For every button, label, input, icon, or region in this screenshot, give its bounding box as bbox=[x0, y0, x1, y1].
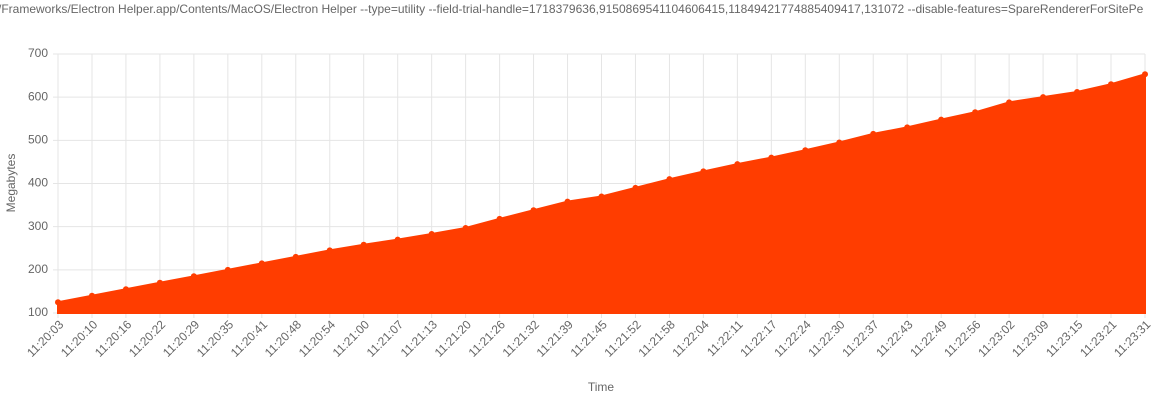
point bbox=[836, 139, 843, 146]
point bbox=[88, 292, 95, 299]
point bbox=[224, 266, 231, 273]
point bbox=[1006, 99, 1013, 106]
point bbox=[1040, 94, 1047, 101]
y-tick-label: 300 bbox=[28, 219, 48, 233]
point bbox=[632, 184, 639, 191]
point bbox=[462, 224, 469, 231]
point bbox=[700, 168, 707, 175]
point bbox=[870, 130, 877, 137]
x-tick-label: 11:23:31 bbox=[1111, 317, 1152, 360]
y-tick-label: 600 bbox=[28, 89, 48, 103]
y-axis-title: Megabytes bbox=[4, 154, 18, 213]
point bbox=[734, 161, 741, 168]
point bbox=[428, 231, 435, 238]
y-tick-label: 400 bbox=[28, 176, 48, 190]
x-axis-title: Time bbox=[588, 380, 615, 394]
point bbox=[564, 198, 571, 205]
y-tick-label: 200 bbox=[28, 262, 48, 276]
point bbox=[598, 193, 605, 200]
y-tick-label: 100 bbox=[28, 305, 48, 319]
point bbox=[904, 124, 911, 131]
point bbox=[292, 253, 299, 260]
point bbox=[122, 286, 129, 293]
point bbox=[156, 279, 163, 286]
point bbox=[972, 109, 979, 116]
point bbox=[802, 147, 809, 154]
point bbox=[326, 247, 333, 254]
point bbox=[1108, 81, 1115, 88]
point bbox=[55, 299, 61, 306]
point bbox=[360, 241, 367, 248]
point bbox=[496, 215, 503, 222]
chart-title: /Frameworks/Electron Helper.app/Contents… bbox=[0, 2, 1144, 16]
point bbox=[1074, 88, 1081, 95]
point bbox=[258, 260, 265, 267]
point bbox=[190, 273, 197, 280]
y-tick-label: 700 bbox=[28, 46, 48, 60]
point bbox=[1142, 71, 1148, 78]
point bbox=[394, 236, 401, 243]
point bbox=[666, 176, 673, 183]
point bbox=[530, 207, 537, 214]
x-tick-label: 11:22:04 bbox=[669, 317, 712, 360]
point bbox=[768, 154, 775, 161]
point bbox=[938, 116, 945, 123]
y-tick-label: 500 bbox=[28, 133, 48, 147]
